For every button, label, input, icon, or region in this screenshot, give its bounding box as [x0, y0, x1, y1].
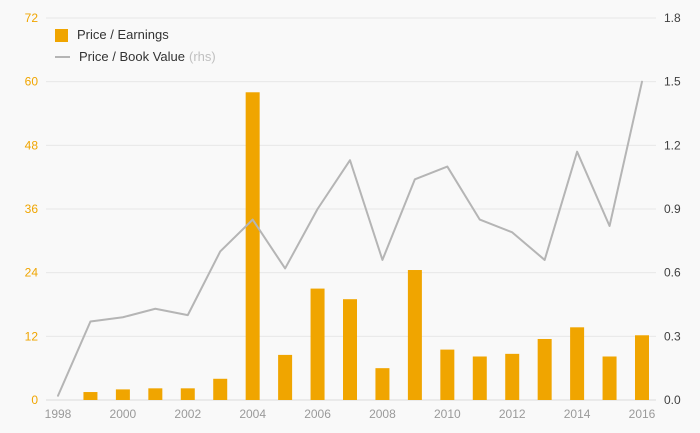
legend-label-price-book-value: Price / Book Value (rhs) — [79, 49, 216, 64]
x-axis-tick: 2014 — [564, 407, 591, 421]
right-axis-tick: 0.3 — [664, 329, 681, 343]
line-series-swatch-icon — [55, 56, 70, 58]
x-axis-tick: 2012 — [499, 407, 526, 421]
bar — [115, 389, 130, 400]
line-series — [57, 80, 643, 397]
right-axis-tick: 0.6 — [664, 266, 681, 280]
bar — [213, 378, 228, 400]
legend-item-price-earnings[interactable]: Price / Earnings — [55, 28, 216, 42]
bar — [375, 368, 390, 400]
bar — [245, 92, 260, 401]
bar — [310, 288, 325, 400]
bar — [537, 338, 552, 400]
left-axis-tick: 48 — [25, 138, 39, 152]
left-axis-tick: 24 — [25, 266, 39, 280]
left-axis-tick: 0 — [31, 393, 38, 407]
legend-item-price-book-value[interactable]: Price / Book Value (rhs) — [55, 50, 216, 64]
bar — [180, 388, 195, 400]
bar — [278, 354, 293, 400]
right-axis-labels: 0.0 0.3 0.6 0.9 1.2 1.5 1.8 — [664, 11, 681, 407]
x-axis-tick: 2008 — [369, 407, 396, 421]
bar — [635, 335, 649, 400]
legend-label-price-earnings: Price / Earnings — [77, 27, 169, 42]
right-axis-tick: 0.0 — [664, 393, 681, 407]
left-axis-tick: 12 — [25, 329, 39, 343]
x-axis-tick: 2006 — [304, 407, 331, 421]
bar — [505, 353, 520, 400]
bar — [83, 392, 98, 400]
x-axis-labels: 1998 2000 2002 2004 2006 2008 2010 2012 2014 2016 — [45, 407, 656, 421]
right-axis-tick: 1.2 — [664, 138, 681, 152]
x-axis-tick: 2002 — [174, 407, 201, 421]
x-axis-tick: 1998 — [45, 407, 72, 421]
x-axis-tick: 2000 — [110, 407, 137, 421]
bar-series-swatch-icon — [55, 28, 68, 42]
left-axis-labels: 0 12 24 36 48 60 72 — [25, 11, 39, 407]
x-axis-tick: 2016 — [629, 407, 656, 421]
right-axis-tick: 1.8 — [664, 11, 681, 25]
bar — [343, 299, 357, 400]
bar-series — [83, 92, 649, 401]
right-axis-tick: 0.9 — [664, 202, 681, 216]
bar — [407, 270, 422, 400]
x-axis-tick: 2010 — [434, 407, 461, 421]
legend-rhs-suffix: (rhs) — [188, 49, 216, 64]
x-axis-tick: 2004 — [239, 407, 266, 421]
right-axis-tick: 1.5 — [664, 75, 681, 89]
gridlines — [46, 17, 656, 401]
left-axis-tick: 60 — [25, 75, 39, 89]
legend: Price / Earnings Price / Book Value (rhs) — [55, 28, 216, 64]
bar — [440, 349, 455, 400]
bar — [570, 327, 585, 400]
bar — [472, 356, 487, 400]
bar — [148, 388, 163, 400]
left-axis-tick: 72 — [25, 11, 39, 25]
left-axis-tick: 36 — [25, 202, 39, 216]
bar — [602, 356, 617, 400]
